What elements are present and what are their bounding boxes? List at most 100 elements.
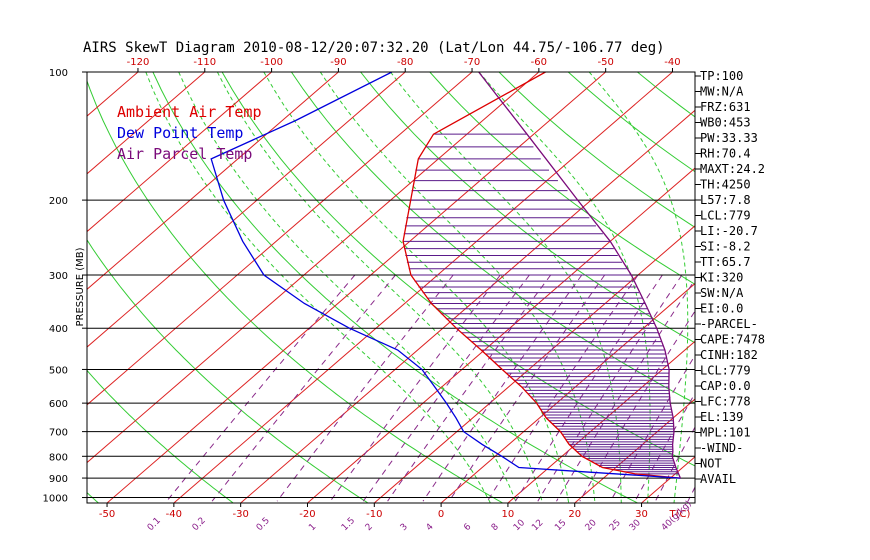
index-value: CINH:182 xyxy=(700,348,758,362)
index-value: RH:70.4 xyxy=(700,147,751,161)
x-top-tick-label: -60 xyxy=(531,57,547,68)
index-value: LFC:778 xyxy=(700,395,751,409)
mixing-ratio-label: 6 xyxy=(462,522,473,533)
x-top-tick-label: -100 xyxy=(260,57,283,68)
x-bottom-tick-label: 10 xyxy=(502,509,515,520)
dry-adiabat xyxy=(87,369,234,503)
index-value: NOT xyxy=(700,457,722,471)
dry-adiabat xyxy=(87,239,369,503)
moist-adiabat xyxy=(754,72,870,503)
x-bottom-tick-label: -20 xyxy=(299,509,315,520)
isotherm xyxy=(0,72,4,503)
cape-hatching xyxy=(403,133,679,475)
legend-entry: Ambient Air Temp xyxy=(117,103,262,121)
series-layer xyxy=(210,72,681,479)
legend: Ambient Air Temp Dew Point Temp Air Parcel… xyxy=(117,103,262,163)
y-axis-label: PRESSURE (MB) xyxy=(75,247,86,326)
isotherm xyxy=(87,72,540,464)
mixing-ratio-line xyxy=(211,274,396,502)
mixing-ratio-label: 1 xyxy=(307,522,318,533)
y-tick-label: 900 xyxy=(49,474,68,485)
y-tick-label: 600 xyxy=(49,399,68,410)
index-value: MW:N/A xyxy=(700,85,744,99)
x-bottom-tick-label: -50 xyxy=(99,509,115,520)
moist-adiabat xyxy=(588,72,689,503)
x-bottom-unit-label: T(C) xyxy=(669,509,691,520)
mixing-ratio-label: 3 xyxy=(399,522,410,533)
index-value: AVAIL xyxy=(700,472,736,486)
index-value: EL:139 xyxy=(700,410,743,424)
dry-adiabat xyxy=(87,79,503,503)
index-value: -PARCEL- xyxy=(700,317,758,331)
x-top-tick-label: -120 xyxy=(127,57,150,68)
y-tick-label: 1000 xyxy=(43,494,68,505)
index-value: SW:N/A xyxy=(700,286,744,300)
mixing-ratio-label: 2 xyxy=(364,522,375,533)
mixing-ratio-label: 30 xyxy=(628,518,643,533)
dry-adiabat xyxy=(498,72,695,228)
series-line xyxy=(402,72,681,479)
x-bottom-tick-label: 30 xyxy=(635,509,648,520)
dry-adiabat xyxy=(776,72,870,503)
mixing-ratio-label: 25 xyxy=(608,518,623,533)
index-value: TT:65.7 xyxy=(700,255,751,269)
index-value: CAP:0.0 xyxy=(700,379,751,393)
mixing-ratio-label: 20 xyxy=(584,518,599,533)
y-tick-label: 700 xyxy=(49,428,68,439)
y-tick-label: 300 xyxy=(49,271,68,282)
axis-layer: 1002003004005006007008009001000PRESSURE … xyxy=(43,57,696,533)
x-bottom-tick-label: -30 xyxy=(232,509,248,520)
y-tick-label: 800 xyxy=(49,452,68,463)
x-top-tick-label: -40 xyxy=(664,57,680,68)
moist-adiabat xyxy=(319,72,596,503)
series-line xyxy=(478,72,681,479)
index-value: MAXT:24.2 xyxy=(700,162,765,176)
mixing-ratio-label: 0.2 xyxy=(191,516,208,533)
mixing-ratio-line xyxy=(422,274,583,502)
x-top-tick-label: -110 xyxy=(193,57,216,68)
mixing-ratio-label: 8 xyxy=(490,522,501,533)
x-top-tick-label: -80 xyxy=(397,57,413,68)
index-value: L57:7.8 xyxy=(700,193,751,207)
mixing-ratio-label: 0.1 xyxy=(146,516,163,533)
legend-entry: Dew Point Temp xyxy=(117,124,243,142)
y-tick-label: 100 xyxy=(49,68,68,79)
index-value: WB0:453 xyxy=(700,116,751,130)
isotherm xyxy=(240,109,695,503)
y-tick-label: 400 xyxy=(49,324,68,335)
moist-adiabat xyxy=(390,72,622,503)
isotherm xyxy=(87,72,473,406)
isotherm xyxy=(373,225,695,503)
mixing-ratio-label: 1.5 xyxy=(340,516,357,533)
index-value: SI:-8.2 xyxy=(700,240,751,254)
series-line xyxy=(210,72,681,479)
x-bottom-tick-label: -40 xyxy=(166,509,182,520)
index-value: TP:100 xyxy=(700,69,743,83)
isotherm xyxy=(173,72,673,503)
isotherm xyxy=(440,282,695,503)
x-bottom-tick-label: -10 xyxy=(366,509,382,520)
grid-layer xyxy=(0,72,870,503)
chart-title: AIRS SkewT Diagram 2010-08-12/20:07:32.2… xyxy=(83,40,665,56)
mixing-ratio-line xyxy=(166,274,356,502)
dry-adiabat xyxy=(290,72,695,404)
isotherm xyxy=(87,72,339,290)
index-value: FRZ:631 xyxy=(700,100,751,114)
y-tick-label: 500 xyxy=(49,365,68,376)
x-bottom-tick-label: 20 xyxy=(568,509,581,520)
isotherm xyxy=(87,72,272,233)
dry-adiabat xyxy=(429,72,695,285)
isotherm xyxy=(87,72,406,348)
plot-frame xyxy=(86,71,696,504)
x-bottom-tick-label: 0 xyxy=(438,509,444,520)
mixing-ratio-label: 4 xyxy=(425,522,436,533)
index-value: LCL:779 xyxy=(700,209,751,223)
y-tick-label: 200 xyxy=(49,196,68,207)
index-value: CAPE:7478 xyxy=(700,333,765,347)
mixing-ratio-label: 10 xyxy=(512,518,527,533)
x-top-tick-label: -50 xyxy=(597,57,613,68)
index-value: KI:320 xyxy=(700,271,743,285)
x-top-tick-label: -90 xyxy=(330,57,346,68)
